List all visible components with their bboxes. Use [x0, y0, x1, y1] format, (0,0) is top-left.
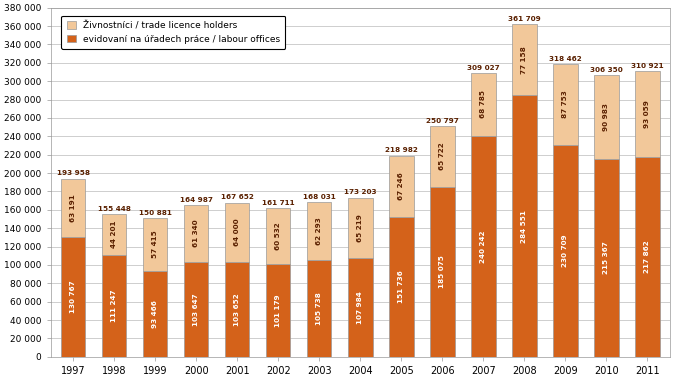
Text: 93 466: 93 466 — [152, 300, 158, 328]
Bar — [389, 217, 414, 357]
Bar — [635, 71, 660, 157]
Text: 103 652: 103 652 — [234, 293, 240, 326]
Text: 87 753: 87 753 — [562, 91, 568, 119]
Bar — [184, 205, 208, 261]
Text: 107 984: 107 984 — [357, 291, 363, 324]
Bar — [143, 271, 167, 357]
Text: 168 031: 168 031 — [303, 194, 336, 200]
Text: 310 921: 310 921 — [631, 63, 664, 69]
Bar — [594, 159, 619, 357]
Text: 167 652: 167 652 — [220, 195, 253, 201]
Bar — [512, 24, 537, 95]
Text: 67 246: 67 246 — [398, 173, 404, 200]
Text: 105 738: 105 738 — [316, 292, 322, 325]
Bar — [389, 155, 414, 217]
Text: 240 242: 240 242 — [481, 230, 486, 263]
Bar — [430, 187, 454, 357]
Text: 306 350: 306 350 — [590, 67, 623, 73]
Text: 217 862: 217 862 — [644, 240, 650, 273]
Text: 230 709: 230 709 — [562, 234, 568, 267]
Text: 111 247: 111 247 — [111, 290, 117, 322]
Bar — [512, 95, 537, 357]
Text: 164 987: 164 987 — [180, 197, 212, 203]
Text: 65 219: 65 219 — [357, 214, 363, 242]
Bar — [553, 64, 578, 145]
Text: 103 647: 103 647 — [193, 293, 199, 326]
Text: 309 027: 309 027 — [467, 65, 499, 71]
Bar — [553, 145, 578, 357]
Text: 150 881: 150 881 — [139, 210, 172, 216]
Bar — [635, 157, 660, 357]
Text: 64 000: 64 000 — [234, 218, 240, 246]
Text: 151 736: 151 736 — [398, 271, 404, 304]
Text: 173 203: 173 203 — [344, 189, 377, 195]
Bar — [307, 203, 332, 260]
Bar — [307, 260, 332, 357]
Bar — [471, 73, 495, 136]
Bar — [184, 261, 208, 357]
Bar — [102, 214, 127, 255]
Bar — [348, 258, 373, 357]
Text: 185 075: 185 075 — [439, 255, 446, 288]
Text: 215 367: 215 367 — [603, 242, 609, 274]
Text: 61 340: 61 340 — [193, 220, 199, 247]
Text: 318 462: 318 462 — [549, 56, 582, 62]
Legend: Živnostníci / trade licence holders, evidovaní na úřadech práce / labour offices: Živnostníci / trade licence holders, evi… — [61, 16, 286, 49]
Text: 193 958: 193 958 — [57, 170, 90, 176]
Bar — [102, 255, 127, 357]
Text: 77 158: 77 158 — [521, 46, 527, 74]
Text: 250 797: 250 797 — [426, 118, 458, 124]
Bar — [471, 136, 495, 357]
Bar — [61, 237, 86, 357]
Text: 361 709: 361 709 — [508, 16, 541, 22]
Bar — [61, 179, 86, 237]
Text: 63 191: 63 191 — [70, 194, 76, 222]
Bar — [430, 127, 454, 187]
Text: 90 983: 90 983 — [603, 103, 609, 131]
Text: 130 767: 130 767 — [70, 280, 76, 313]
Bar — [594, 75, 619, 159]
Bar — [225, 203, 249, 261]
Text: 161 711: 161 711 — [262, 200, 295, 206]
Text: 218 982: 218 982 — [385, 147, 418, 153]
Text: 101 179: 101 179 — [275, 294, 281, 327]
Text: 44 201: 44 201 — [111, 220, 117, 248]
Bar — [225, 261, 249, 357]
Text: 93 059: 93 059 — [644, 100, 650, 128]
Text: 155 448: 155 448 — [98, 206, 131, 212]
Text: 284 551: 284 551 — [521, 210, 527, 242]
Bar — [266, 264, 290, 357]
Bar — [348, 198, 373, 258]
Text: 68 785: 68 785 — [481, 90, 486, 119]
Text: 65 722: 65 722 — [439, 143, 446, 171]
Bar — [143, 218, 167, 271]
Text: 57 415: 57 415 — [152, 231, 158, 258]
Bar — [266, 208, 290, 264]
Text: 62 293: 62 293 — [316, 217, 322, 245]
Text: 60 532: 60 532 — [275, 222, 281, 250]
